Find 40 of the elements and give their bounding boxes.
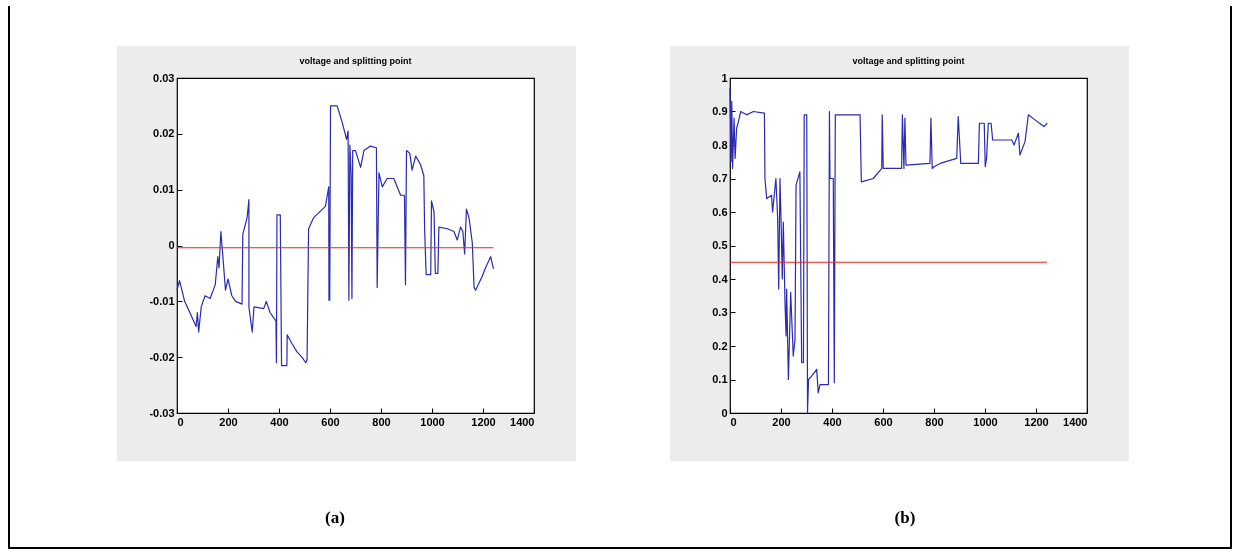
y-tick-label: 0.03 (152, 71, 175, 84)
x-tick-label: 1000 (973, 415, 998, 428)
chart-title: voltage and splitting point (299, 56, 412, 66)
x-tick-label: 800 (925, 415, 944, 428)
x-tick-label: 200 (772, 415, 791, 428)
x-tick-label: 400 (270, 415, 289, 428)
x-tick-label: 1400 (509, 415, 535, 428)
x-tick-label: 0 (730, 415, 737, 428)
x-tick-label: 1200 (1024, 415, 1049, 428)
x-tick-label: 200 (219, 415, 238, 428)
y-tick-label: 0.2 (712, 339, 728, 352)
y-tick-label: -0.03 (149, 406, 175, 419)
text: (b) (893, 508, 917, 528)
line-series (729, 87, 1048, 414)
y-tick-label: 0.4 (712, 272, 729, 285)
y-tick-label: 0 (168, 239, 175, 251)
x-tick-label: 1200 (470, 415, 496, 428)
y-tick-label: 0.5 (712, 239, 728, 251)
text: (a) (324, 508, 346, 528)
y-tick-label: 0.6 (712, 205, 728, 218)
y-tick-label: 0.02 (152, 127, 175, 140)
y-tick-label: -0.02 (149, 350, 175, 363)
x-tick-label: 600 (874, 415, 893, 428)
chart-title: voltage and splitting point (852, 56, 965, 66)
x-tick-label: 0 (177, 415, 184, 428)
y-tick-label: 0.01 (152, 183, 175, 196)
y-tick-label: 0.9 (712, 105, 728, 117)
x-tick-label: 1000 (419, 415, 445, 428)
y-tick-label: 1 (721, 71, 728, 84)
y-tick-label: 0.8 (712, 138, 728, 151)
x-tick-label: 600 (321, 415, 340, 428)
x-tick-label: 800 (372, 415, 391, 428)
line-series (176, 105, 494, 367)
y-tick-label: 0.7 (712, 172, 728, 184)
x-tick-label: 400 (823, 415, 842, 428)
x-tick-label: 1400 (1063, 415, 1088, 428)
y-tick-label: -0.01 (149, 294, 175, 307)
y-tick-label: 0 (721, 406, 728, 419)
y-tick-label: 0.1 (712, 373, 728, 385)
y-tick-label: 0.3 (712, 306, 728, 318)
